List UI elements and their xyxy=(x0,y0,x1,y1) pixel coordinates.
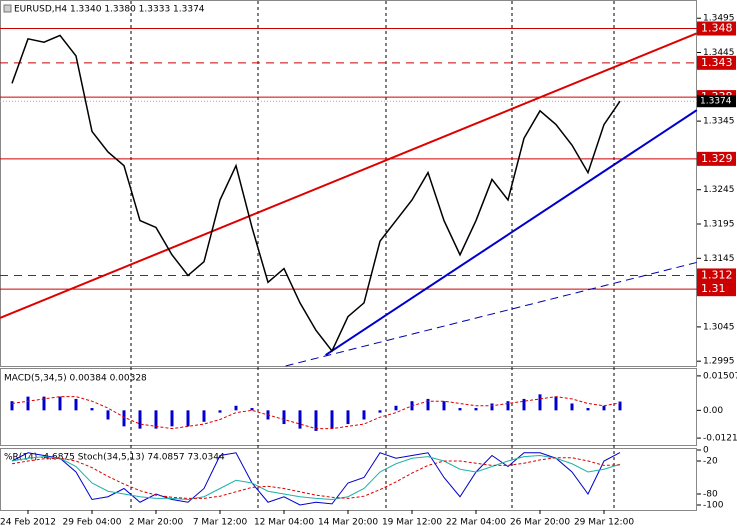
macd-bar xyxy=(58,396,62,411)
level-tag xyxy=(697,55,736,70)
macd-bar xyxy=(170,410,174,427)
macd-bar xyxy=(250,408,254,411)
price-line xyxy=(11,34,621,353)
macd-bar xyxy=(314,410,318,431)
macd-bar xyxy=(74,398,78,411)
y-tick-label: 0 xyxy=(703,446,709,456)
chart-title: EURUSD,H4 1.3340 1.3380 1.3333 1.3374 xyxy=(14,5,205,15)
y-tick-label: -0.01214 xyxy=(703,434,737,444)
macd-bar xyxy=(202,410,206,422)
y-tick-label: 1.3045 xyxy=(703,322,735,332)
y-tick-label: -100 xyxy=(703,501,724,511)
x-tick-label: 22 Mar 04:00 xyxy=(446,518,506,528)
macd-bar xyxy=(106,410,110,420)
macd-bar xyxy=(426,398,430,411)
macd-bar xyxy=(234,405,238,411)
macd-bar xyxy=(490,403,494,411)
period-separators xyxy=(130,1,615,510)
oscillator-line xyxy=(11,452,621,506)
x-tick-label: 7 Mar 12:00 xyxy=(193,518,248,528)
level-tag xyxy=(697,151,736,166)
y-tick-label: 1.3245 xyxy=(703,185,735,195)
y-tick-label: 1.2995 xyxy=(703,357,735,367)
level-label: 1.31 xyxy=(701,282,726,295)
y-tick-label: 0.00 xyxy=(703,406,723,416)
macd-bar xyxy=(362,410,366,420)
trendline xyxy=(0,32,698,319)
macd-title: MACD(5,34,5) 0.00384 0.00328 xyxy=(4,374,147,384)
macd-bar xyxy=(506,401,510,411)
y-tick-label: 1.3495 xyxy=(703,14,735,24)
macd-bar xyxy=(330,410,334,429)
macd-bar xyxy=(10,401,14,411)
level-tag xyxy=(697,268,736,283)
x-tick-label: 29 Mar 12:00 xyxy=(574,518,634,528)
macd-bar xyxy=(458,408,462,411)
level-label: 1.329 xyxy=(701,152,733,165)
level-label: 1.312 xyxy=(701,268,733,281)
macd-bar xyxy=(218,410,222,413)
macd-bar xyxy=(282,410,286,425)
last-price-tag xyxy=(697,95,736,108)
macd-bar xyxy=(618,401,622,411)
macd-bar xyxy=(586,408,590,411)
y-tick-label: -80 xyxy=(703,490,718,500)
price-panel xyxy=(0,0,697,367)
level-label: 1.348 xyxy=(701,22,733,35)
macd-bar xyxy=(474,408,478,411)
y-tick-label: 1.3345 xyxy=(703,117,735,127)
macd-bar xyxy=(554,396,558,411)
x-tick-label: 12 Mar 04:00 xyxy=(254,518,314,528)
macd-panel xyxy=(0,368,697,446)
x-tick-label: 2 Mar 20:00 xyxy=(129,518,184,528)
macd-bar xyxy=(570,403,574,411)
macd-bar xyxy=(42,396,46,411)
x-tick-label: 14 Mar 20:00 xyxy=(318,518,378,528)
level-tag xyxy=(697,21,736,36)
y-tick-label: 0.01507 xyxy=(703,371,737,381)
macd-bar xyxy=(522,398,526,411)
x-tick-label: 24 Feb 2012 xyxy=(0,518,56,528)
x-tick-label: 29 Feb 04:00 xyxy=(62,518,121,528)
macd-bar xyxy=(538,394,542,411)
macd-bar xyxy=(138,410,142,429)
macd-bar xyxy=(394,405,398,411)
macd-bar xyxy=(298,410,302,429)
level-label: 1.343 xyxy=(701,56,733,69)
oscillator-title: %R(14) -4.6875 Stoch(34,5,13) 74.0857 73… xyxy=(4,453,225,463)
macd-bar xyxy=(602,405,606,411)
macd-bar xyxy=(186,410,190,427)
macd-bar xyxy=(154,410,158,429)
y-tick-label: 1.3445 xyxy=(703,48,735,58)
y-tick-label: 1.3195 xyxy=(703,220,735,230)
macd-bar xyxy=(26,396,30,411)
oscillator-line xyxy=(11,454,621,501)
oscillator-line xyxy=(11,457,621,499)
signal-line xyxy=(11,396,621,430)
macd-bar xyxy=(346,410,350,425)
level-tag xyxy=(697,282,736,297)
last-price-label: 1.3374 xyxy=(700,97,732,107)
y-tick-label: -20 xyxy=(703,457,718,467)
trendline xyxy=(285,261,697,367)
macd-bar xyxy=(90,408,94,411)
trendline xyxy=(325,109,698,356)
macd-bar xyxy=(442,401,446,411)
symbol-icon xyxy=(3,4,12,13)
macd-bar xyxy=(122,410,126,427)
x-tick-label: 26 Mar 20:00 xyxy=(510,518,570,528)
x-tick-label: 19 Mar 12:00 xyxy=(382,518,442,528)
y-tick-label: 1.3145 xyxy=(703,254,735,264)
macd-bar xyxy=(378,410,382,413)
